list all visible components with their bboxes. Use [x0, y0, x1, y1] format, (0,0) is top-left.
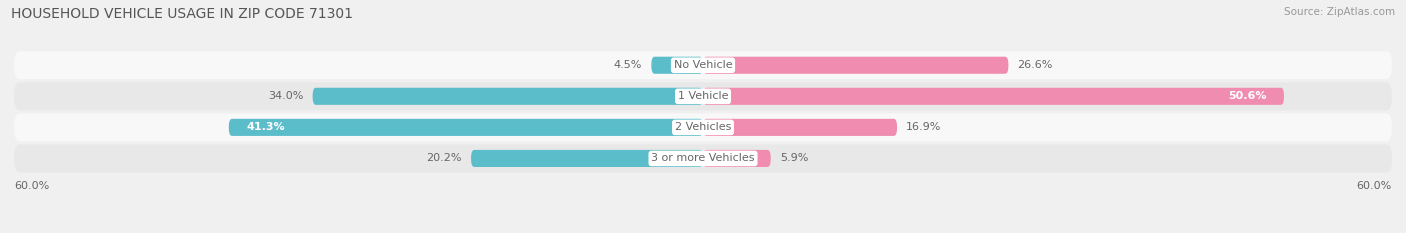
FancyBboxPatch shape	[14, 144, 1392, 172]
FancyBboxPatch shape	[14, 113, 1392, 141]
FancyBboxPatch shape	[229, 119, 703, 136]
FancyBboxPatch shape	[312, 88, 703, 105]
FancyBboxPatch shape	[703, 150, 770, 167]
FancyBboxPatch shape	[703, 119, 897, 136]
Text: 60.0%: 60.0%	[1357, 181, 1392, 191]
Text: 4.5%: 4.5%	[614, 60, 643, 70]
Text: 3 or more Vehicles: 3 or more Vehicles	[651, 154, 755, 163]
Text: 60.0%: 60.0%	[14, 181, 49, 191]
FancyBboxPatch shape	[703, 88, 1284, 105]
Text: 41.3%: 41.3%	[246, 122, 284, 132]
FancyBboxPatch shape	[14, 51, 1392, 79]
Text: 1 Vehicle: 1 Vehicle	[678, 91, 728, 101]
Text: 20.2%: 20.2%	[426, 154, 461, 163]
Text: 50.6%: 50.6%	[1229, 91, 1267, 101]
Text: No Vehicle: No Vehicle	[673, 60, 733, 70]
Legend: Owner-occupied, Renter-occupied: Owner-occupied, Renter-occupied	[585, 230, 821, 233]
Text: 5.9%: 5.9%	[780, 154, 808, 163]
Text: 2 Vehicles: 2 Vehicles	[675, 122, 731, 132]
FancyBboxPatch shape	[703, 57, 1008, 74]
Text: Source: ZipAtlas.com: Source: ZipAtlas.com	[1284, 7, 1395, 17]
Text: 16.9%: 16.9%	[907, 122, 942, 132]
FancyBboxPatch shape	[471, 150, 703, 167]
Text: HOUSEHOLD VEHICLE USAGE IN ZIP CODE 71301: HOUSEHOLD VEHICLE USAGE IN ZIP CODE 7130…	[11, 7, 353, 21]
FancyBboxPatch shape	[14, 82, 1392, 110]
Text: 34.0%: 34.0%	[269, 91, 304, 101]
FancyBboxPatch shape	[651, 57, 703, 74]
Text: 26.6%: 26.6%	[1018, 60, 1053, 70]
